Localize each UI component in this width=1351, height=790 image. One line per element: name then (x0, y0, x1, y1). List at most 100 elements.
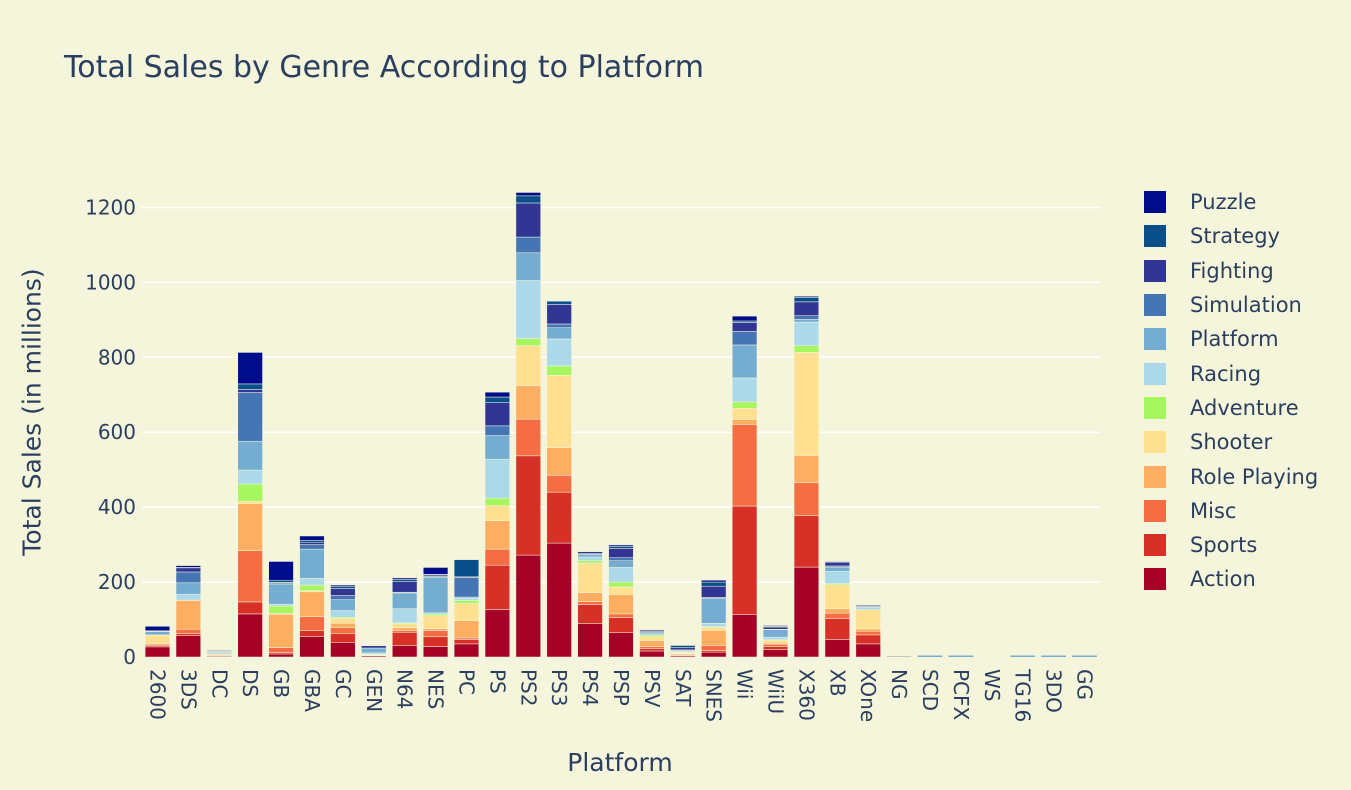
bar-segment-misc[interactable] (175, 629, 201, 634)
legend-item-racing[interactable]: Racing (1144, 356, 1318, 390)
bar-segment-misc[interactable] (608, 613, 634, 618)
bar-segment-role-playing[interactable] (268, 614, 294, 648)
bar-segment-action[interactable] (824, 639, 850, 658)
bar-segment-role-playing[interactable] (824, 608, 850, 614)
bar-segment-sports[interactable] (608, 617, 634, 633)
bar-segment-puzzle[interactable] (484, 391, 510, 398)
bar-segment-simulation[interactable] (453, 577, 480, 598)
bar-segment-role-playing[interactable] (608, 594, 634, 615)
bar-segment-fighting[interactable] (577, 551, 603, 554)
bar-segment-misc[interactable] (577, 601, 603, 605)
bar-segment-platform[interactable] (175, 582, 201, 595)
legend-item-role-playing[interactable]: Role Playing (1144, 459, 1318, 493)
bar-segment-shooter[interactable] (392, 623, 418, 629)
bar-segment-shooter[interactable] (237, 500, 263, 505)
bar-segment-sports[interactable] (330, 633, 356, 644)
bar-segment-fighting[interactable] (299, 542, 325, 545)
bar-segment-action[interactable] (330, 642, 356, 658)
bar-segment-adventure[interactable] (793, 345, 820, 353)
bar-segment-role-playing[interactable] (701, 630, 727, 646)
bar-segment-puzzle[interactable] (608, 544, 634, 547)
bar-segment-action[interactable] (392, 645, 418, 658)
bar-segment-sports[interactable] (422, 636, 449, 647)
bar-segment-adventure[interactable] (515, 338, 541, 346)
bar-segment-shooter[interactable] (422, 615, 449, 629)
bar-segment-sports[interactable] (855, 634, 881, 645)
bar-segment-role-playing[interactable] (546, 447, 572, 476)
bar-segment-misc[interactable] (639, 646, 665, 650)
bar-segment-adventure[interactable] (268, 605, 294, 614)
legend-item-adventure[interactable]: Adventure (1144, 391, 1318, 425)
bar-segment-shooter[interactable] (453, 603, 480, 621)
bar-segment-racing[interactable] (484, 458, 510, 499)
bar-segment-shooter[interactable] (144, 635, 171, 644)
bar-segment-racing[interactable] (732, 377, 758, 403)
bar-segment-misc[interactable] (484, 548, 510, 566)
bar-segment-misc[interactable] (701, 645, 727, 651)
bar-segment-shooter[interactable] (639, 636, 665, 641)
bar-segment-action[interactable] (855, 643, 881, 658)
bar-segment-fighting[interactable] (670, 647, 696, 651)
bar-segment-puzzle[interactable] (762, 625, 789, 627)
bar-segment-racing[interactable] (793, 321, 820, 346)
bar-segment-adventure[interactable] (453, 600, 480, 604)
bar-segment-role-playing[interactable] (639, 640, 665, 647)
bar-segment-platform[interactable] (608, 560, 634, 568)
bar-segment-trace[interactable] (1072, 655, 1097, 658)
bar-segment-action[interactable] (453, 643, 480, 658)
bar-segment-platform[interactable] (392, 592, 418, 609)
bar-segment-role-playing[interactable] (299, 591, 325, 617)
bar-segment-shooter[interactable] (515, 345, 541, 387)
bar-segment-platform[interactable] (762, 629, 789, 638)
bar-segment-shooter[interactable] (546, 375, 572, 448)
bar-segment-misc[interactable] (237, 550, 263, 603)
bar-segment-simulation[interactable] (237, 392, 263, 442)
bar-segment-misc[interactable] (330, 627, 356, 635)
bar-segment-action[interactable] (144, 646, 171, 658)
bar-segment-puzzle[interactable] (144, 626, 171, 632)
bar-segment-misc[interactable] (422, 630, 449, 638)
bar-segment-platform[interactable] (701, 597, 727, 624)
bar-segment-platform[interactable] (144, 631, 171, 636)
bar-segment-strategy[interactable] (515, 195, 541, 204)
bar-segment-strategy[interactable] (299, 540, 325, 543)
bar-segment-action[interactable] (515, 554, 541, 658)
bar-segment-fighting[interactable] (608, 548, 634, 558)
bar-segment-role-playing[interactable] (484, 520, 510, 550)
bar-segment-racing[interactable] (175, 594, 201, 601)
bar-segment-racing[interactable] (577, 556, 603, 561)
bar-segment-role-playing[interactable] (392, 627, 418, 631)
bar-segment-simulation[interactable] (608, 557, 634, 561)
bar-segment-strategy[interactable] (392, 579, 418, 582)
bar-segment-shooter[interactable] (701, 626, 727, 631)
bar-segment-racing[interactable] (515, 280, 541, 339)
legend-item-simulation[interactable]: Simulation (1144, 288, 1318, 322)
bar-segment-role-playing[interactable] (453, 620, 480, 639)
bar-segment-action[interactable] (175, 635, 201, 658)
bar-segment-simulation[interactable] (299, 544, 325, 550)
bar-segment-role-playing[interactable] (237, 503, 263, 551)
bar-segment-strategy[interactable] (237, 383, 263, 390)
bar-segment-shooter[interactable] (330, 618, 356, 624)
bar-segment-fighting[interactable] (206, 650, 232, 652)
bar-segment-shooter[interactable] (608, 586, 634, 595)
bar-segment-puzzle[interactable] (422, 567, 449, 575)
bar-segment-platform[interactable] (268, 583, 294, 605)
bar-segment-strategy[interactable] (793, 297, 820, 303)
bar-segment-role-playing[interactable] (330, 623, 356, 629)
bar-segment-puzzle[interactable] (392, 577, 418, 580)
bar-segment-shooter[interactable] (762, 639, 789, 644)
bar-segment-shooter[interactable] (732, 408, 758, 420)
bar-segment-role-playing[interactable] (422, 628, 449, 631)
bar-segment-trace[interactable] (948, 655, 974, 658)
legend-item-shooter[interactable]: Shooter (1144, 425, 1318, 459)
bar-segment-misc[interactable] (268, 647, 294, 653)
bar-segment-platform[interactable] (361, 647, 387, 654)
bar-segment-sports[interactable] (639, 648, 665, 652)
bar-segment-misc[interactable] (732, 424, 758, 507)
bar-segment-shooter[interactable] (824, 584, 850, 609)
bar-segment-sports[interactable] (577, 604, 603, 624)
bar-segment-platform[interactable] (422, 576, 449, 614)
legend-item-strategy[interactable]: Strategy (1144, 219, 1318, 253)
bar-segment-sports[interactable] (453, 639, 480, 645)
